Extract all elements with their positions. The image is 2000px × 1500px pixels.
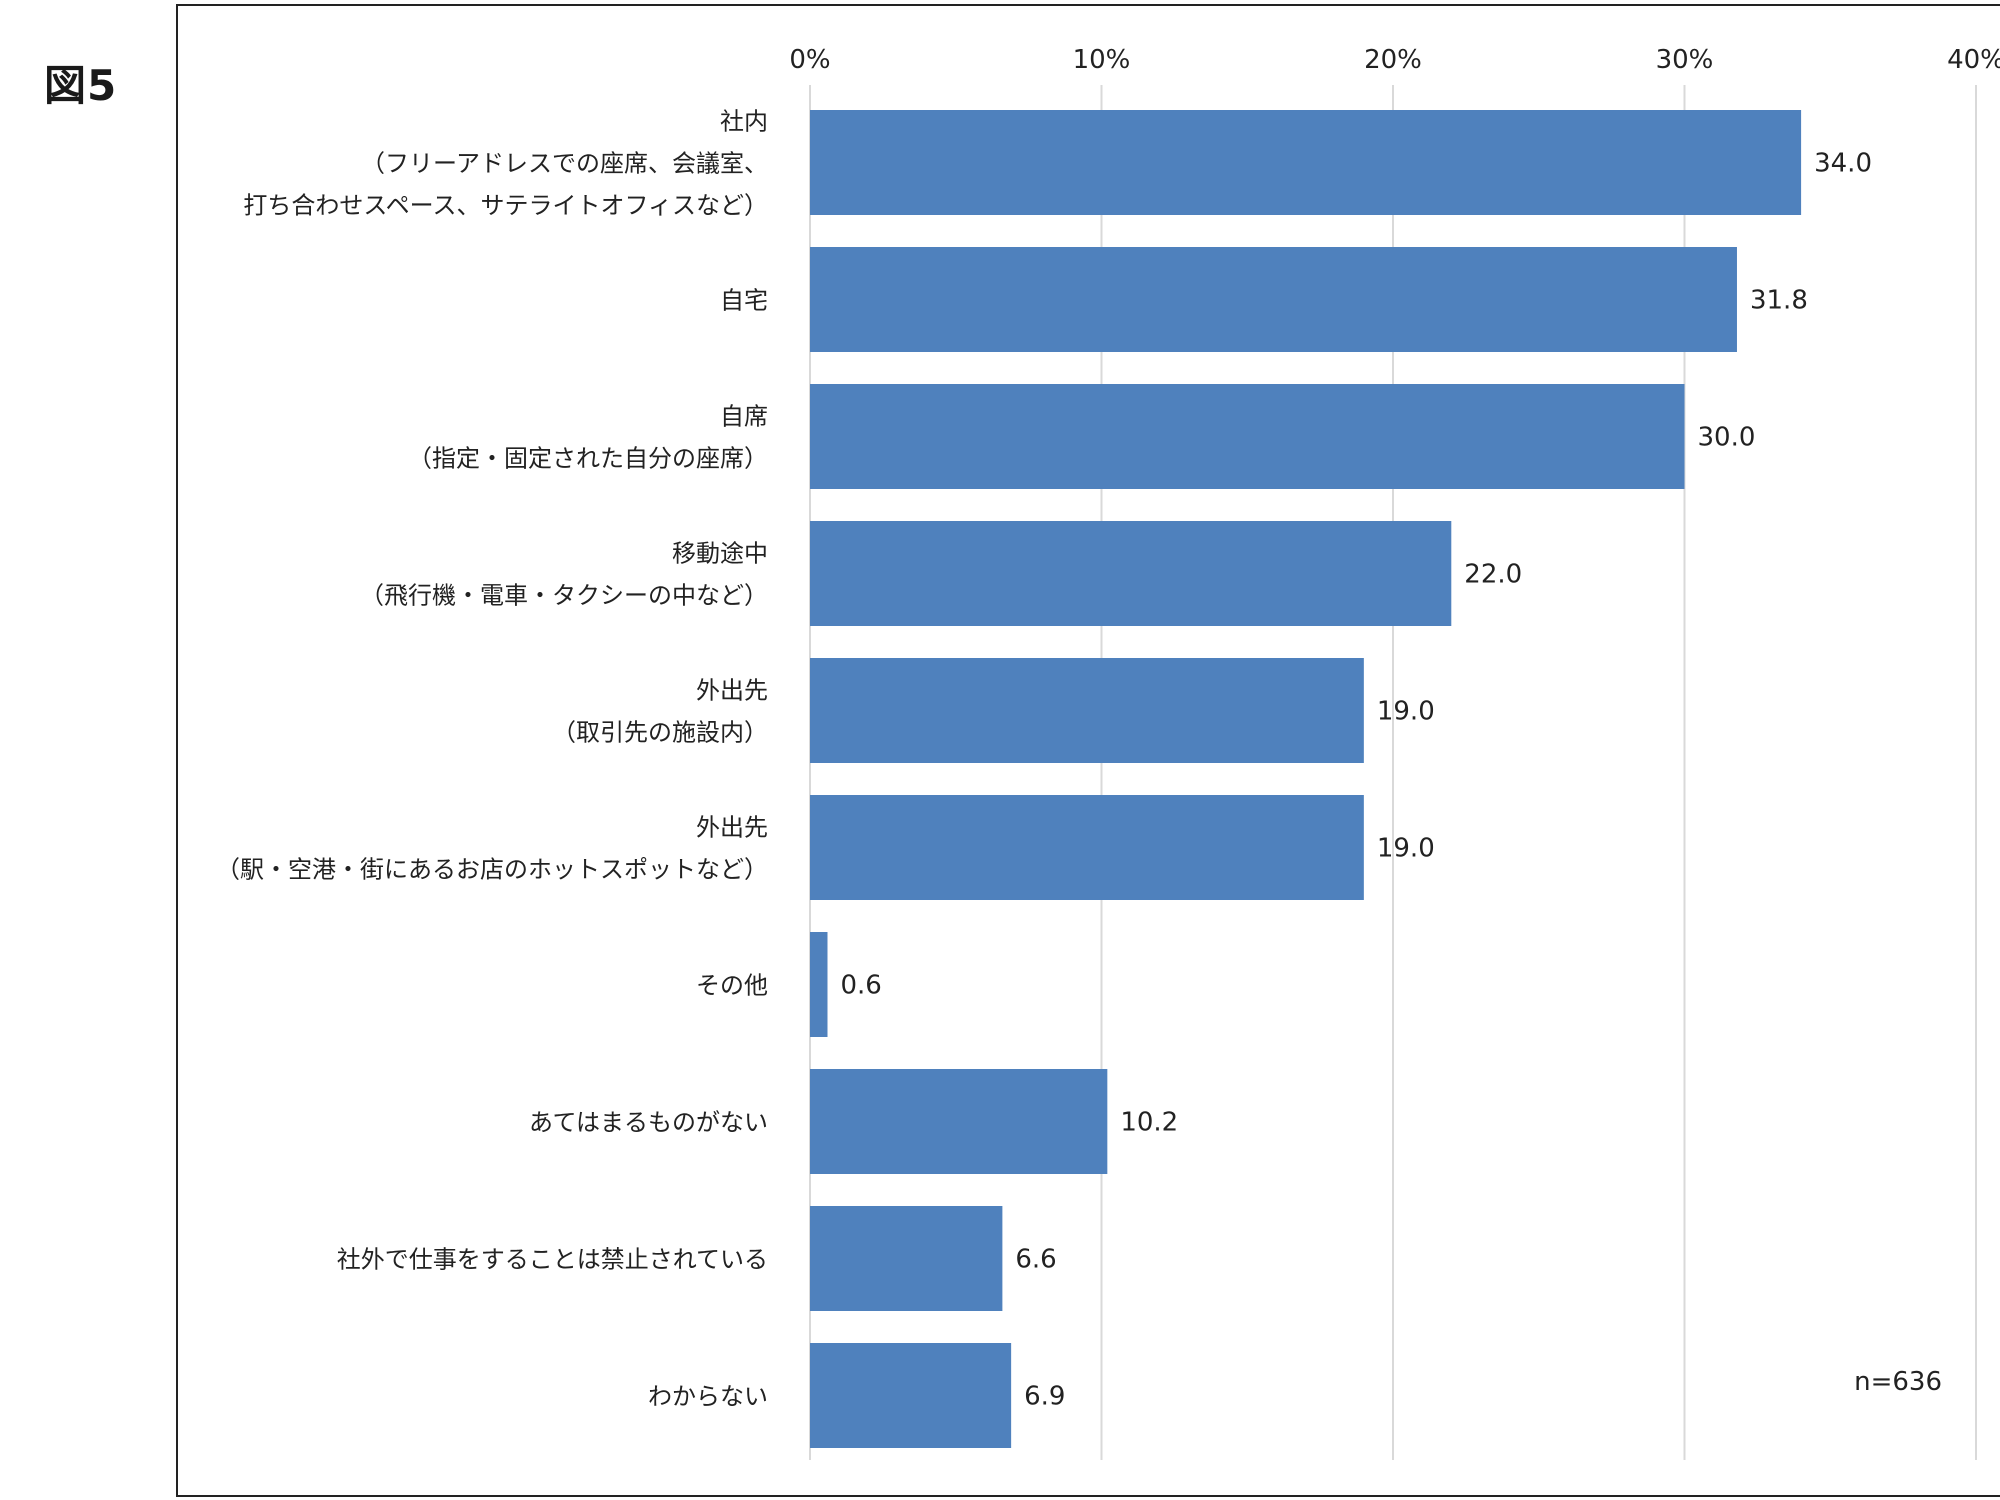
data-label-6: 0.6 [840, 971, 881, 1001]
bar-0 [810, 110, 1802, 215]
x-tick-0: 0% [789, 45, 830, 75]
category-label-line: （指定・固定された自分の座席） [408, 445, 768, 473]
bar-3 [810, 521, 1452, 626]
data-label-3: 22.0 [1464, 560, 1522, 590]
category-label-line: 外出先 [696, 677, 768, 705]
category-labels: 社内 （フリーアドレスでの座席、会議室、打ち合わせスペース、サテライトオフィスなど… [216, 108, 768, 1411]
x-tick-labels: 0% 10% 20% 30% 40% [789, 45, 2000, 75]
category-label-line: （フリーアドレスでの座席、会議室、 [361, 150, 768, 178]
category-label-2: 自席 （指定・固定された自分の座席） [408, 403, 768, 473]
data-labels: 34.0 31.8 30.0 22.0 19.0 19.0 0.6 10.2 6.6 6.9 [840, 149, 1872, 1412]
bar-1 [810, 247, 1737, 352]
data-label-1: 31.8 [1750, 286, 1808, 316]
figure-label: 図5 [44, 61, 118, 110]
bar-6 [810, 932, 828, 1037]
category-label-5: 外出先 （駅・空港・街にあるお店のホットスポットなど） [216, 814, 768, 884]
sample-size-note: n=636 [1854, 1367, 1942, 1397]
bar-5 [810, 795, 1364, 900]
category-label-line: わからない [648, 1383, 768, 1411]
category-label-8: 社外で仕事をすることは禁止されている [337, 1246, 768, 1274]
x-tick-20: 20% [1364, 45, 1422, 75]
data-label-8: 6.6 [1015, 1245, 1056, 1275]
category-label-4: 外出先 （取引先の施設内） [552, 677, 768, 747]
category-label-line: 自宅 [720, 287, 768, 315]
category-label-line: 自席 [720, 403, 768, 431]
bar-4 [810, 658, 1364, 763]
bars [810, 110, 1802, 1448]
category-label-line: 打ち合わせスペース、サテライトオフィスなど） [243, 192, 768, 220]
category-label-3: 移動途中 （飛行機・電車・タクシーの中など） [360, 540, 768, 610]
category-label-9: わからない [648, 1383, 768, 1411]
x-tick-30: 30% [1656, 45, 1714, 75]
category-label-line: その他 [696, 972, 768, 1000]
category-label-0: 社内 （フリーアドレスでの座席、会議室、打ち合わせスペース、サテライトオフィスなど… [243, 108, 768, 220]
category-label-1: 自宅 [720, 287, 768, 315]
x-tick-40: 40% [1947, 45, 2000, 75]
bar-9 [810, 1343, 1012, 1448]
bar-2 [810, 384, 1685, 489]
data-label-9: 6.9 [1024, 1382, 1065, 1412]
category-label-7: あてはまるものがない [529, 1109, 768, 1137]
bar-7 [810, 1069, 1108, 1174]
data-label-4: 19.0 [1377, 697, 1435, 727]
category-label-line: （取引先の施設内） [552, 719, 768, 747]
category-label-line: 社内 [720, 108, 768, 136]
category-label-line: 社外で仕事をすることは禁止されている [337, 1246, 768, 1274]
data-label-5: 19.0 [1377, 834, 1435, 864]
data-label-2: 30.0 [1698, 423, 1756, 453]
chart-frame [176, 4, 2000, 1497]
category-label-line: （駅・空港・街にあるお店のホットスポットなど） [216, 856, 768, 884]
x-tick-10: 10% [1073, 45, 1131, 75]
bar-8 [810, 1206, 1003, 1311]
data-label-7: 10.2 [1120, 1108, 1178, 1138]
category-label-6: その他 [696, 972, 768, 1000]
category-label-line: 移動途中 [672, 540, 768, 568]
data-label-0: 34.0 [1814, 149, 1872, 179]
category-label-line: （飛行機・電車・タクシーの中など） [360, 582, 768, 610]
category-label-line: あてはまるものがない [529, 1109, 768, 1137]
category-label-line: 外出先 [696, 814, 768, 842]
